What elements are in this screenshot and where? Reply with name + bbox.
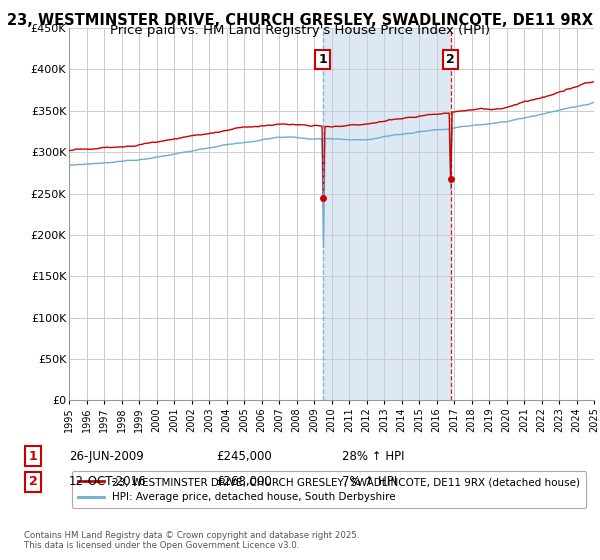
Text: £268,000: £268,000 — [216, 475, 272, 488]
Legend: 23, WESTMINSTER DRIVE, CHURCH GRESLEY, SWADLINCOTE, DE11 9RX (detached house), H: 23, WESTMINSTER DRIVE, CHURCH GRESLEY, S… — [71, 471, 586, 508]
Text: 26-JUN-2009: 26-JUN-2009 — [69, 450, 144, 463]
Text: 7% ↑ HPI: 7% ↑ HPI — [342, 475, 397, 488]
Text: Price paid vs. HM Land Registry's House Price Index (HPI): Price paid vs. HM Land Registry's House … — [110, 24, 490, 36]
Text: Contains HM Land Registry data © Crown copyright and database right 2025.
This d: Contains HM Land Registry data © Crown c… — [24, 531, 359, 550]
Text: 12-OCT-2016: 12-OCT-2016 — [69, 475, 146, 488]
Text: £245,000: £245,000 — [216, 450, 272, 463]
Text: 2: 2 — [29, 475, 37, 488]
Bar — [323, 28, 451, 400]
Text: 1: 1 — [319, 53, 327, 66]
Text: 23, WESTMINSTER DRIVE, CHURCH GRESLEY, SWADLINCOTE, DE11 9RX: 23, WESTMINSTER DRIVE, CHURCH GRESLEY, S… — [7, 13, 593, 28]
Text: 1: 1 — [29, 450, 37, 463]
Text: 28% ↑ HPI: 28% ↑ HPI — [342, 450, 404, 463]
Text: 2: 2 — [446, 53, 455, 66]
